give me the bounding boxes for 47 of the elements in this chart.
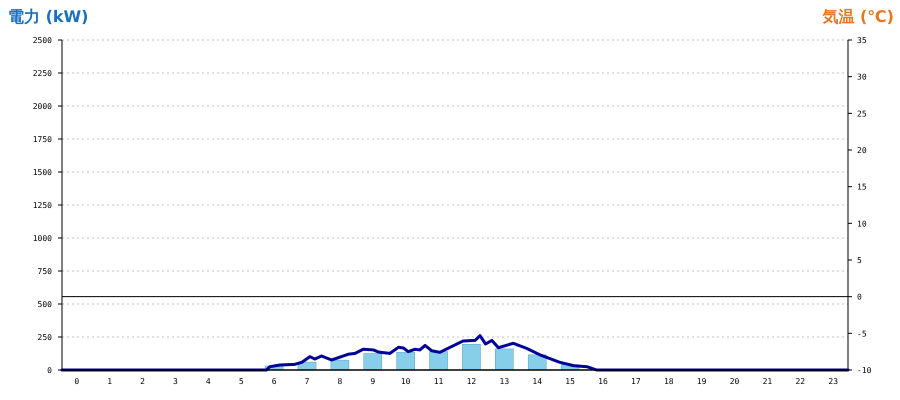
y-tick-label: 2000 <box>32 102 52 111</box>
y2-tick-label: 5 <box>857 256 862 265</box>
y2-tick-label: 15 <box>857 182 867 192</box>
x-tick-label: 11 <box>434 377 444 386</box>
x-tick-label: 18 <box>664 377 674 386</box>
x-tick-label: 13 <box>500 377 510 386</box>
y-tick-label: 250 <box>38 333 52 342</box>
y-tick-label: 2500 <box>32 36 52 45</box>
x-tick-label: 5 <box>238 377 244 386</box>
x-tick-label: 12 <box>466 377 476 386</box>
y2-tick-label: 10 <box>857 219 867 228</box>
x-tick-label: 6 <box>272 377 277 386</box>
x-tick-label: 22 <box>795 377 806 386</box>
y2-tick-label: 20 <box>857 146 867 155</box>
y2-tick-label: 30 <box>857 72 867 82</box>
x-tick-label: 10 <box>400 377 411 386</box>
x-tick-label: 7 <box>304 377 310 386</box>
x-tick-label: 1 <box>107 377 112 386</box>
x-tick-label: 17 <box>631 377 641 386</box>
x-tick-label: 0 <box>74 377 80 386</box>
y2-tick-label: -10 <box>857 366 872 375</box>
x-tick-label: 4 <box>206 377 211 386</box>
x-tick-label: 20 <box>730 377 740 386</box>
y2-tick-label: 35 <box>857 36 867 45</box>
y-axis-title: 電力 (kW) <box>8 7 88 26</box>
x-tick-label: 19 <box>696 377 707 386</box>
x-tick-label: 8 <box>337 377 342 386</box>
y2-axis-title: 気温 (℃) <box>821 7 894 26</box>
y-tick-label: 1750 <box>32 135 52 144</box>
y-tick-label: 500 <box>38 300 52 309</box>
x-tick-label: 2 <box>140 377 146 386</box>
x-tick-label: 16 <box>598 377 608 386</box>
y-tick-label: 1500 <box>32 168 52 177</box>
y2-tick-label: 25 <box>857 109 867 118</box>
y-tick-label: 0 <box>47 366 52 375</box>
y-tick-label: 2250 <box>32 69 52 78</box>
x-tick-label: 9 <box>370 377 376 386</box>
x-tick-label: 15 <box>565 377 576 386</box>
x-tick-label: 21 <box>762 377 772 386</box>
y-tick-label: 1250 <box>32 201 52 210</box>
y2-tick-label: -5 <box>857 329 867 338</box>
y2-tick-label: 0 <box>857 292 862 302</box>
x-tick-label: 23 <box>828 377 838 386</box>
y-tick-label: 750 <box>38 267 52 276</box>
x-tick-label: 3 <box>173 377 178 386</box>
y-tick-label: 1000 <box>32 234 52 243</box>
x-tick-label: 14 <box>532 377 542 386</box>
